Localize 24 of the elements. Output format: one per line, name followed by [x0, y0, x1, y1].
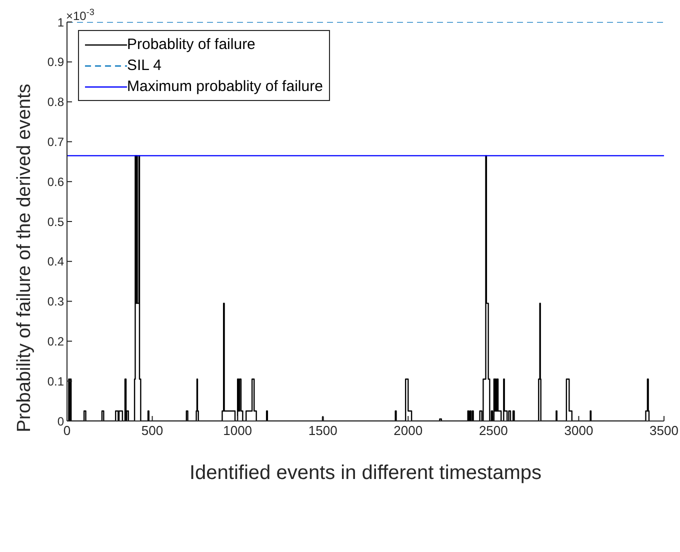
y-tick-label: 0.2 — [47, 334, 64, 348]
x-tick-label: 1500 — [308, 423, 338, 438]
y-axis-title: Probability of failure of the derived events — [14, 84, 35, 432]
x-tick-label: 3500 — [650, 423, 678, 438]
y-tick-label: 0 — [57, 414, 64, 428]
y-tick-label: 0.6 — [47, 174, 64, 189]
x-axis-title: Identified events in different timestamps — [189, 462, 542, 484]
y-tick-label: 0.8 — [47, 95, 64, 110]
x-tick-label: 2500 — [478, 423, 508, 438]
legend-label: Probablity of failure — [127, 36, 256, 53]
y-tick-label: 0.3 — [47, 294, 64, 309]
legend-label: Maximum probablity of failure — [127, 78, 323, 95]
y-tick-label: 1 — [57, 15, 64, 30]
x-tick-label: 2000 — [394, 423, 423, 438]
legend-label: SIL 4 — [127, 57, 162, 74]
x-tick-label: 3000 — [564, 423, 594, 438]
y-tick-label: 0.4 — [47, 254, 64, 269]
x-tick-label: 500 — [141, 423, 164, 438]
y-tick-label: 0.7 — [47, 134, 64, 149]
y-tick-label: 0.1 — [47, 374, 64, 388]
y-tick-label: 0.5 — [47, 214, 64, 229]
y-tick-label: 0.9 — [47, 55, 64, 70]
annotation: ×10$^{-3}$ — [66, 7, 94, 23]
x-tick-label: 1000 — [223, 423, 252, 438]
